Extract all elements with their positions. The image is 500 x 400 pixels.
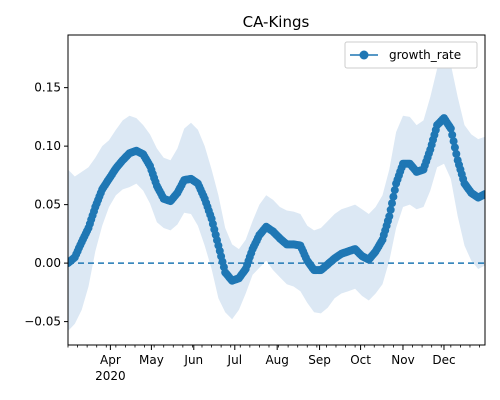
growth-rate-point bbox=[448, 130, 457, 139]
axes: −0.05 0.00 0.05 0.10 0.15 Apr May Jun Jul Aug Sep O… bbox=[24, 34, 486, 383]
y-tick-label: 0.15 bbox=[34, 81, 61, 95]
x-tick-label: Jun bbox=[183, 353, 203, 367]
x-tick-label: Apr bbox=[100, 353, 121, 367]
growth-rate-point bbox=[450, 143, 459, 152]
axes-frame bbox=[67, 34, 486, 346]
growth-rate-point bbox=[446, 124, 455, 133]
x-tick-label: Oct bbox=[350, 353, 371, 367]
legend: growth_rate bbox=[344, 41, 478, 69]
y-tick-label: 0.05 bbox=[34, 198, 61, 212]
growth-rate-point bbox=[385, 212, 394, 221]
x-tick-label: Sep bbox=[308, 353, 331, 367]
growth-rate-point bbox=[390, 186, 399, 195]
legend-label: growth_rate bbox=[389, 48, 461, 62]
chart-title: CA-Kings bbox=[243, 13, 310, 31]
growth-rate-point bbox=[449, 137, 458, 146]
x-tick-label: Dec bbox=[432, 353, 455, 367]
growth-rate-point bbox=[386, 205, 395, 214]
plot-clipped-group bbox=[68, 57, 485, 331]
growth-rate-point bbox=[389, 192, 398, 201]
growth-rate-point bbox=[388, 199, 396, 208]
legend-marker-swatch bbox=[359, 50, 369, 60]
growth-rate-point bbox=[481, 190, 485, 199]
growth-rate-point bbox=[452, 149, 461, 158]
x-tick-label: Jul bbox=[227, 353, 242, 367]
plot-area bbox=[68, 57, 485, 331]
x-tick-label: Nov bbox=[391, 353, 414, 367]
y-tick-label: 0.10 bbox=[34, 139, 61, 153]
y-tick-label: −0.05 bbox=[24, 315, 61, 329]
x-tick-label: May bbox=[139, 353, 164, 367]
x-year-label: 2020 bbox=[95, 369, 126, 383]
y-tick-label: 0.00 bbox=[34, 256, 61, 270]
legend-frame bbox=[344, 41, 478, 69]
x-tick-label: Aug bbox=[265, 353, 288, 367]
